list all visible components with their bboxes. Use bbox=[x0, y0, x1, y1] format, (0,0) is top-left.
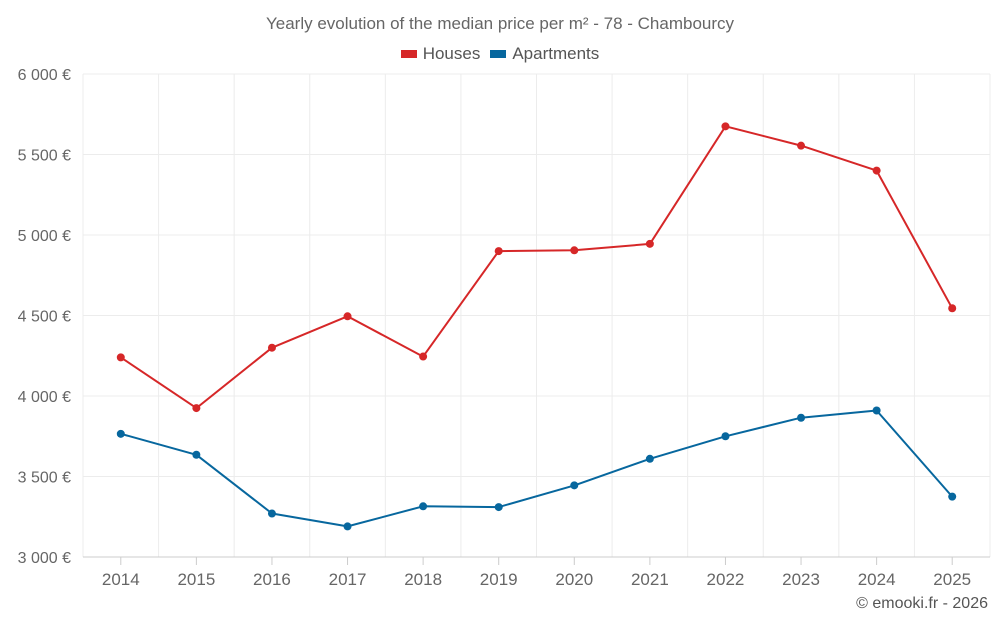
series-line-houses bbox=[120, 125, 954, 410]
data-point-apartments[interactable] bbox=[192, 450, 201, 459]
x-tick-label: 2015 bbox=[177, 570, 215, 589]
data-point-houses[interactable] bbox=[494, 247, 503, 256]
x-tick-label: 2020 bbox=[555, 570, 593, 589]
data-point-houses[interactable] bbox=[872, 166, 881, 175]
legend-item-apartments[interactable]: Apartments bbox=[490, 44, 599, 64]
credit-text: © emooki.fr - 2026 bbox=[856, 595, 988, 612]
x-tick-label: 2019 bbox=[480, 570, 518, 589]
data-point-houses[interactable] bbox=[267, 343, 276, 352]
y-tick-label: 4 000 € bbox=[18, 389, 71, 406]
x-tick-label: 2017 bbox=[329, 570, 367, 589]
y-tick-label: 3 000 € bbox=[18, 550, 71, 567]
data-point-apartments[interactable] bbox=[948, 492, 957, 501]
data-point-houses[interactable] bbox=[419, 352, 428, 361]
legend-swatch-houses bbox=[400, 50, 417, 58]
legend-label-houses: Houses bbox=[422, 44, 481, 63]
legend-label-apartments: Apartments bbox=[512, 44, 600, 63]
data-point-apartments[interactable] bbox=[116, 429, 125, 438]
x-tick-label: 2021 bbox=[631, 570, 669, 589]
y-tick-label: 5 500 € bbox=[18, 148, 71, 165]
series-line-apartments bbox=[120, 409, 953, 528]
x-tick-label: 2023 bbox=[782, 570, 820, 589]
x-tick-label: 2018 bbox=[404, 570, 442, 589]
data-point-apartments[interactable] bbox=[267, 509, 276, 518]
y-tick-label: 4 500 € bbox=[18, 309, 71, 326]
x-tick-label: 2014 bbox=[102, 570, 140, 589]
y-tick-label: 6 000 € bbox=[18, 67, 71, 84]
data-point-apartments[interactable] bbox=[343, 522, 352, 531]
y-tick-label: 5 000 € bbox=[18, 228, 71, 245]
data-point-houses[interactable] bbox=[948, 304, 957, 313]
y-tick-label: 3 500 € bbox=[18, 470, 71, 487]
legend-item-houses[interactable]: Houses bbox=[400, 44, 481, 64]
data-point-houses[interactable] bbox=[645, 239, 654, 248]
data-point-houses[interactable] bbox=[721, 122, 730, 131]
data-point-houses[interactable] bbox=[343, 312, 352, 321]
legend-swatch-apartments bbox=[490, 50, 507, 58]
x-tick-label: 2025 bbox=[933, 570, 971, 589]
data-point-apartments[interactable] bbox=[570, 481, 579, 490]
data-point-apartments[interactable] bbox=[419, 502, 428, 511]
data-point-apartments[interactable] bbox=[494, 503, 503, 512]
data-point-apartments[interactable] bbox=[721, 432, 730, 441]
data-point-houses[interactable] bbox=[570, 246, 579, 255]
chart-legend: Houses Apartments bbox=[0, 44, 1000, 64]
x-tick-label: 2016 bbox=[253, 570, 291, 589]
x-tick-label: 2022 bbox=[707, 570, 745, 589]
data-point-houses[interactable] bbox=[192, 404, 201, 413]
chart-title: Yearly evolution of the median price per… bbox=[265, 14, 735, 33]
x-tick-label: 2024 bbox=[858, 570, 896, 589]
data-point-apartments[interactable] bbox=[872, 406, 881, 415]
data-point-apartments[interactable] bbox=[797, 413, 806, 422]
data-point-houses[interactable] bbox=[797, 141, 806, 150]
data-point-houses[interactable] bbox=[116, 353, 125, 362]
data-point-apartments[interactable] bbox=[645, 454, 654, 463]
